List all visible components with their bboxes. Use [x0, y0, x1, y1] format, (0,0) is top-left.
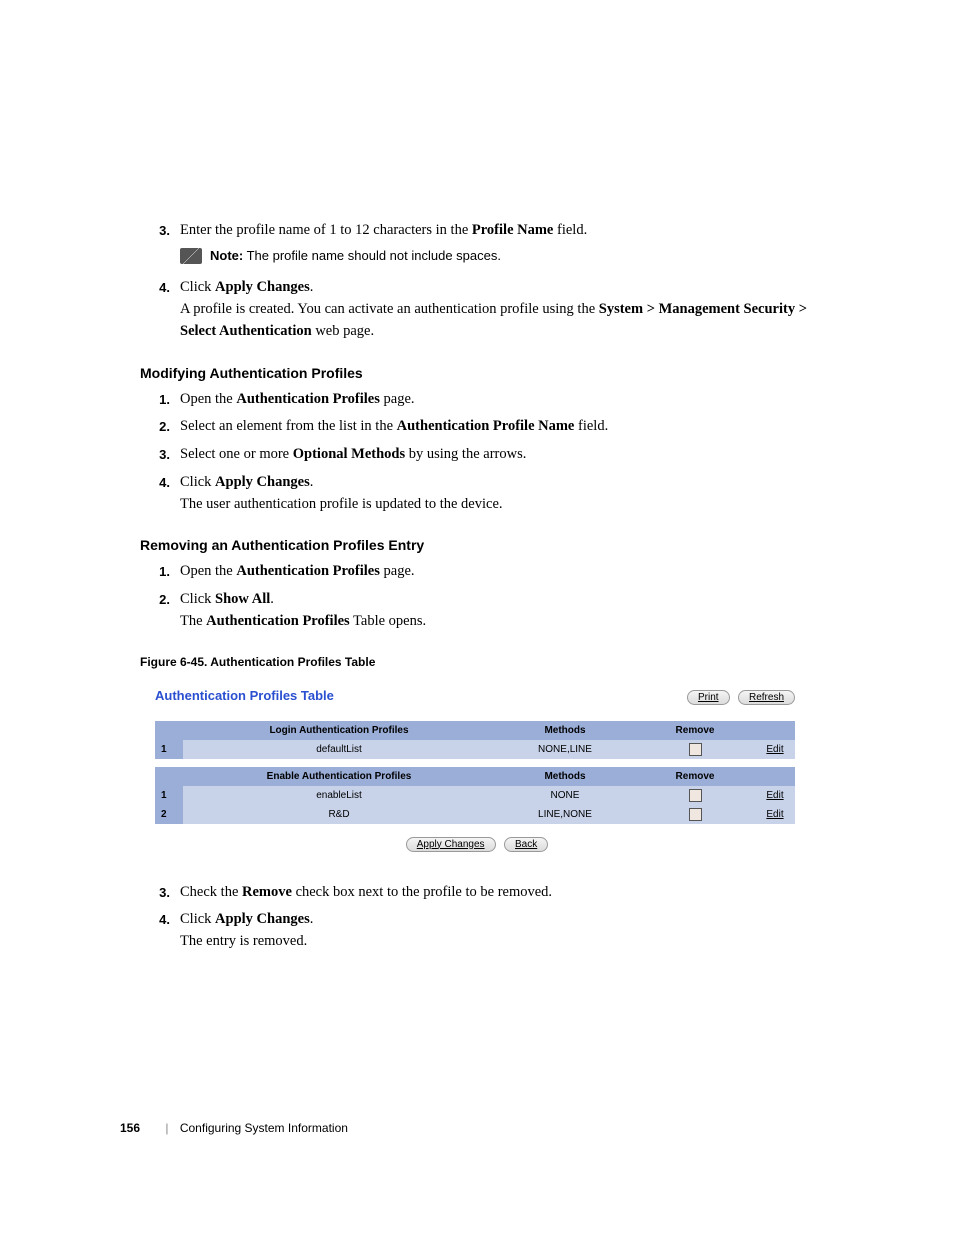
- step-text: Check the Remove check box next to the p…: [180, 882, 834, 904]
- note-icon: [180, 248, 202, 264]
- note: Note: The profile name should not includ…: [180, 246, 834, 266]
- step-text: Click Apply Changes. The entry is remove…: [180, 909, 834, 953]
- figure-screenshot: Authentication Profiles Table Print Refr…: [155, 687, 795, 852]
- apply-changes-button[interactable]: Apply Changes: [406, 837, 496, 852]
- refresh-button[interactable]: Refresh: [738, 690, 795, 705]
- section-heading: Removing an Authentication Profiles Entr…: [140, 537, 834, 553]
- step-text: Click Apply Changes. A profile is create…: [180, 277, 834, 342]
- step-text: Open the Authentication Profiles page.: [180, 389, 834, 411]
- step-number: 2.: [140, 416, 180, 438]
- step-text: Click Show All. The Authentication Profi…: [180, 589, 834, 633]
- login-auth-table: Login Authentication Profiles Methods Re…: [155, 721, 795, 759]
- edit-link[interactable]: Edit: [755, 740, 795, 759]
- page-footer: 156 | Configuring System Information: [120, 1121, 348, 1135]
- table-header-row: Enable Authentication Profiles Methods R…: [155, 767, 795, 786]
- table-header-row: Login Authentication Profiles Methods Re…: [155, 721, 795, 740]
- chapter-title: Configuring System Information: [180, 1121, 348, 1135]
- edit-link[interactable]: Edit: [755, 786, 795, 805]
- step-number: 1.: [140, 389, 180, 411]
- step-number: 4.: [140, 277, 180, 342]
- figure-caption: Figure 6-45. Authentication Profiles Tab…: [140, 655, 834, 669]
- step-number: 3.: [140, 882, 180, 904]
- table-row: 1 defaultList NONE,LINE Edit: [155, 740, 795, 759]
- step-text: Open the Authentication Profiles page.: [180, 561, 834, 583]
- table-row: 1 enableList NONE Edit: [155, 786, 795, 805]
- step-number: 4.: [140, 909, 180, 953]
- step-number: 1.: [140, 561, 180, 583]
- remove-checkbox[interactable]: [689, 743, 702, 756]
- step-text: Click Apply Changes. The user authentica…: [180, 472, 834, 516]
- table-row: 2 R&D LINE,NONE Edit: [155, 805, 795, 824]
- step-number: 2.: [140, 589, 180, 633]
- step-text: Select an element from the list in the A…: [180, 416, 834, 438]
- enable-auth-table: Enable Authentication Profiles Methods R…: [155, 767, 795, 824]
- back-button[interactable]: Back: [504, 837, 548, 852]
- remove-checkbox[interactable]: [689, 789, 702, 802]
- step-text: Enter the profile name of 1 to 12 charac…: [180, 220, 834, 271]
- step-number: 3.: [140, 220, 180, 271]
- step-number: 4.: [140, 472, 180, 516]
- edit-link[interactable]: Edit: [755, 805, 795, 824]
- step-number: 3.: [140, 444, 180, 466]
- print-button[interactable]: Print: [687, 690, 730, 705]
- page-number: 156: [120, 1121, 140, 1135]
- remove-checkbox[interactable]: [689, 808, 702, 821]
- section-heading: Modifying Authentication Profiles: [140, 365, 834, 381]
- step-text: Select one or more Optional Methods by u…: [180, 444, 834, 466]
- table-title: Authentication Profiles Table: [155, 688, 334, 703]
